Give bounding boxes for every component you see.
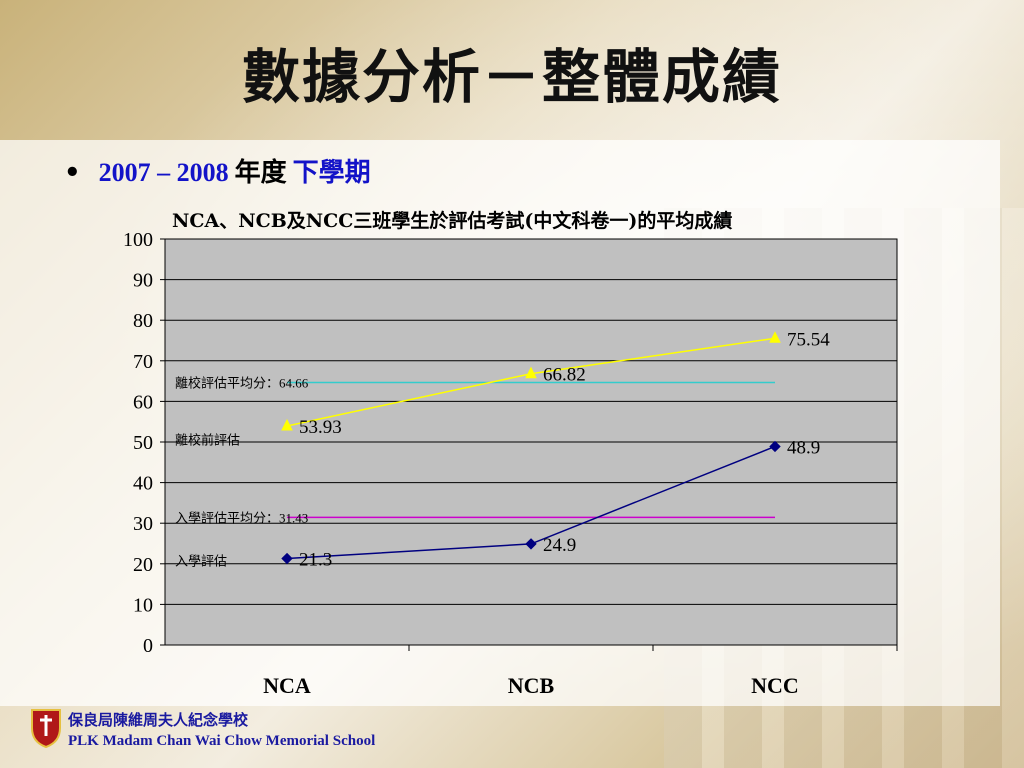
- x-category-label: NCB: [508, 673, 555, 698]
- data-point: [281, 418, 293, 431]
- x-category-label: NCA: [263, 673, 311, 698]
- school-name-chinese: 保良局陳維周夫人紀念學校: [68, 711, 249, 729]
- data-point: [525, 538, 537, 550]
- term-label: 下學期: [292, 158, 371, 188]
- reference-line-name: 離校評估平均分：: [175, 375, 279, 391]
- slide-title: 數據分析－整體成績: [241, 43, 782, 111]
- year-range: 2007 – 2008: [98, 158, 229, 187]
- data-point: [769, 440, 781, 453]
- reference-line-name: 入學評估平均分：: [175, 511, 279, 526]
- y-tick-label: 40: [133, 473, 153, 495]
- slide-subtitle: • 2007 – 2008 年度 下學期: [64, 152, 371, 189]
- series-name-label: 離校前評估: [175, 432, 240, 448]
- data-point: [525, 366, 537, 379]
- data-label: 21.3: [299, 550, 332, 571]
- chart-title: NCA、NCB及NCC三班學生於評估考試(中文科卷一)的平均成績: [172, 210, 733, 232]
- school-name-english: PLK Madam Chan Wai Chow Memorial School: [68, 733, 376, 749]
- y-tick-label: 60: [133, 391, 153, 413]
- reference-line-label: 入學評估平均分：31.43: [175, 510, 308, 526]
- data-label: 48.9: [787, 437, 820, 458]
- y-tick-label: 20: [133, 554, 153, 576]
- reference-line-value: 31.43: [279, 510, 308, 525]
- data-label: 75.54: [787, 329, 830, 350]
- data-label: 66.82: [543, 365, 586, 386]
- school-crest-icon: [31, 709, 61, 748]
- year-suffix: 年度: [234, 158, 287, 188]
- y-tick-label: 80: [133, 310, 153, 332]
- y-tick-label: 0: [143, 635, 153, 657]
- y-tick-label: 50: [133, 432, 153, 454]
- bullet: •: [64, 158, 81, 188]
- reference-line-label: 離校評估平均分：64.66: [175, 375, 309, 391]
- data-point: [281, 552, 293, 565]
- series-name-label: 入學評估: [175, 555, 227, 570]
- reference-line-value: 64.66: [279, 375, 309, 390]
- y-tick-label: 70: [133, 351, 153, 373]
- y-tick-label: 90: [133, 270, 153, 292]
- data-label: 24.9: [543, 535, 576, 556]
- y-tick-label: 100: [123, 229, 153, 251]
- data-point: [769, 331, 781, 343]
- data-label: 53.93: [299, 417, 342, 438]
- x-category-label: NCC: [751, 673, 799, 698]
- y-tick-label: 30: [133, 513, 153, 535]
- y-tick-label: 10: [133, 594, 153, 616]
- footer: 保良局陳維周夫人紀念學校 PLK Madam Chan Wai Chow Mem…: [0, 706, 1024, 768]
